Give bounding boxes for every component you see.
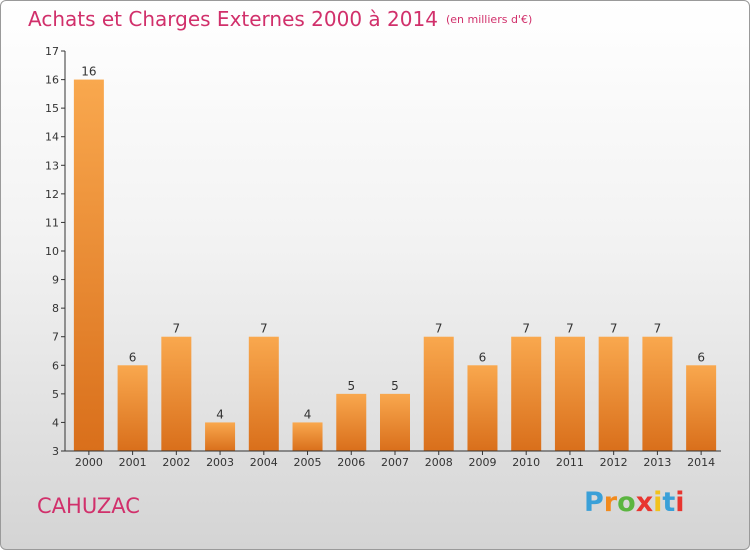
bar-2014 bbox=[686, 365, 717, 451]
x-tick-label-2000: 2000 bbox=[75, 456, 103, 469]
logo-letter: t bbox=[662, 487, 676, 518]
data-label-2011: 7 bbox=[566, 322, 574, 336]
y-axis: 3 4 5 6 7 8 9 10 11 12 13 14 15 16 17 bbox=[45, 45, 66, 458]
chart-unit: (en milliers d'€) bbox=[445, 13, 533, 26]
place-name: CAHUZAC bbox=[37, 494, 140, 518]
data-label-2002: 7 bbox=[173, 322, 181, 336]
y-tick-label: 5 bbox=[52, 388, 59, 401]
x-tick-label-2008: 2008 bbox=[425, 456, 453, 469]
data-label-2000: 16 bbox=[81, 65, 96, 79]
bar-2002 bbox=[161, 336, 192, 451]
data-label-2009: 6 bbox=[479, 350, 487, 364]
y-tick-label: 17 bbox=[45, 45, 59, 58]
data-label-2012: 7 bbox=[610, 322, 618, 336]
bar-2009 bbox=[467, 365, 498, 451]
x-tick-label-2013: 2013 bbox=[643, 456, 671, 469]
bar-2001 bbox=[117, 365, 148, 451]
logo-letter: i bbox=[653, 487, 663, 518]
chart-title-text: Achats et Charges Externes 2000 à 2014 bbox=[28, 7, 438, 31]
x-tick-label-2009: 2009 bbox=[468, 456, 496, 469]
y-tick-label: 14 bbox=[45, 131, 59, 144]
bar-2006 bbox=[336, 393, 367, 451]
data-label-2001: 6 bbox=[129, 350, 137, 364]
x-tick-label-2011: 2011 bbox=[556, 456, 584, 469]
x-tick-label-2012: 2012 bbox=[600, 456, 628, 469]
bars: 16 6 7 4 7 4 5 5 7 6 7 7 7 7 6 bbox=[73, 65, 717, 452]
data-label-2013: 7 bbox=[654, 322, 662, 336]
logo-letter: x bbox=[635, 487, 654, 518]
logo-letter: P bbox=[584, 487, 604, 518]
y-tick-label: 9 bbox=[52, 274, 59, 287]
y-tick-label: 7 bbox=[52, 331, 59, 344]
bar-2000 bbox=[73, 79, 104, 452]
bar-2010 bbox=[511, 336, 542, 451]
bar-2003 bbox=[205, 422, 236, 451]
y-tick-label: 13 bbox=[45, 159, 59, 172]
x-tick-label-2004: 2004 bbox=[250, 456, 278, 469]
bar-2013 bbox=[642, 336, 673, 451]
data-label-2008: 7 bbox=[435, 322, 443, 336]
logo-letter: i bbox=[675, 487, 685, 518]
x-axis: 2000 2001 2002 2003 2004 2005 2006 2007 2008 2009… bbox=[65, 450, 721, 469]
logo-letter: o bbox=[617, 487, 636, 518]
chart-title: Achats et Charges Externes 2000 à 2014 (e… bbox=[28, 7, 532, 31]
data-label-2005: 4 bbox=[304, 407, 312, 421]
proxiti-logo: Proxiti bbox=[584, 487, 685, 518]
x-tick-label-2006: 2006 bbox=[337, 456, 365, 469]
data-label-2003: 4 bbox=[216, 407, 224, 421]
data-label-2010: 7 bbox=[522, 322, 530, 336]
bar-2004 bbox=[248, 336, 279, 451]
y-tick-label: 10 bbox=[45, 245, 59, 258]
data-label-2007: 5 bbox=[391, 379, 399, 393]
bar-2005 bbox=[292, 422, 323, 451]
y-tick-label: 6 bbox=[52, 359, 59, 372]
bar-2008 bbox=[423, 336, 454, 451]
y-tick-label: 12 bbox=[45, 188, 59, 201]
bar-2011 bbox=[554, 336, 585, 451]
y-tick-label: 4 bbox=[52, 416, 59, 429]
y-tick-label: 15 bbox=[45, 102, 59, 115]
y-tick-label: 16 bbox=[45, 74, 59, 87]
bar-2007 bbox=[380, 393, 410, 451]
y-tick-label: 3 bbox=[52, 445, 59, 458]
x-tick-label-2010: 2010 bbox=[512, 456, 540, 469]
x-tick-label-2014: 2014 bbox=[687, 456, 715, 469]
x-tick-label-2003: 2003 bbox=[206, 456, 234, 469]
x-tick-label-2007: 2007 bbox=[381, 456, 409, 469]
data-label-2004: 7 bbox=[260, 322, 268, 336]
x-tick-label-2005: 2005 bbox=[294, 456, 322, 469]
logo-letter: r bbox=[603, 487, 618, 518]
data-label-2014: 6 bbox=[697, 350, 705, 364]
y-tick-label: 11 bbox=[45, 216, 59, 229]
data-label-2006: 5 bbox=[347, 379, 355, 393]
x-tick-label-2001: 2001 bbox=[119, 456, 147, 469]
x-tick-label-2002: 2002 bbox=[162, 456, 190, 469]
y-tick-label: 8 bbox=[52, 302, 59, 315]
bar-2012 bbox=[598, 336, 629, 451]
